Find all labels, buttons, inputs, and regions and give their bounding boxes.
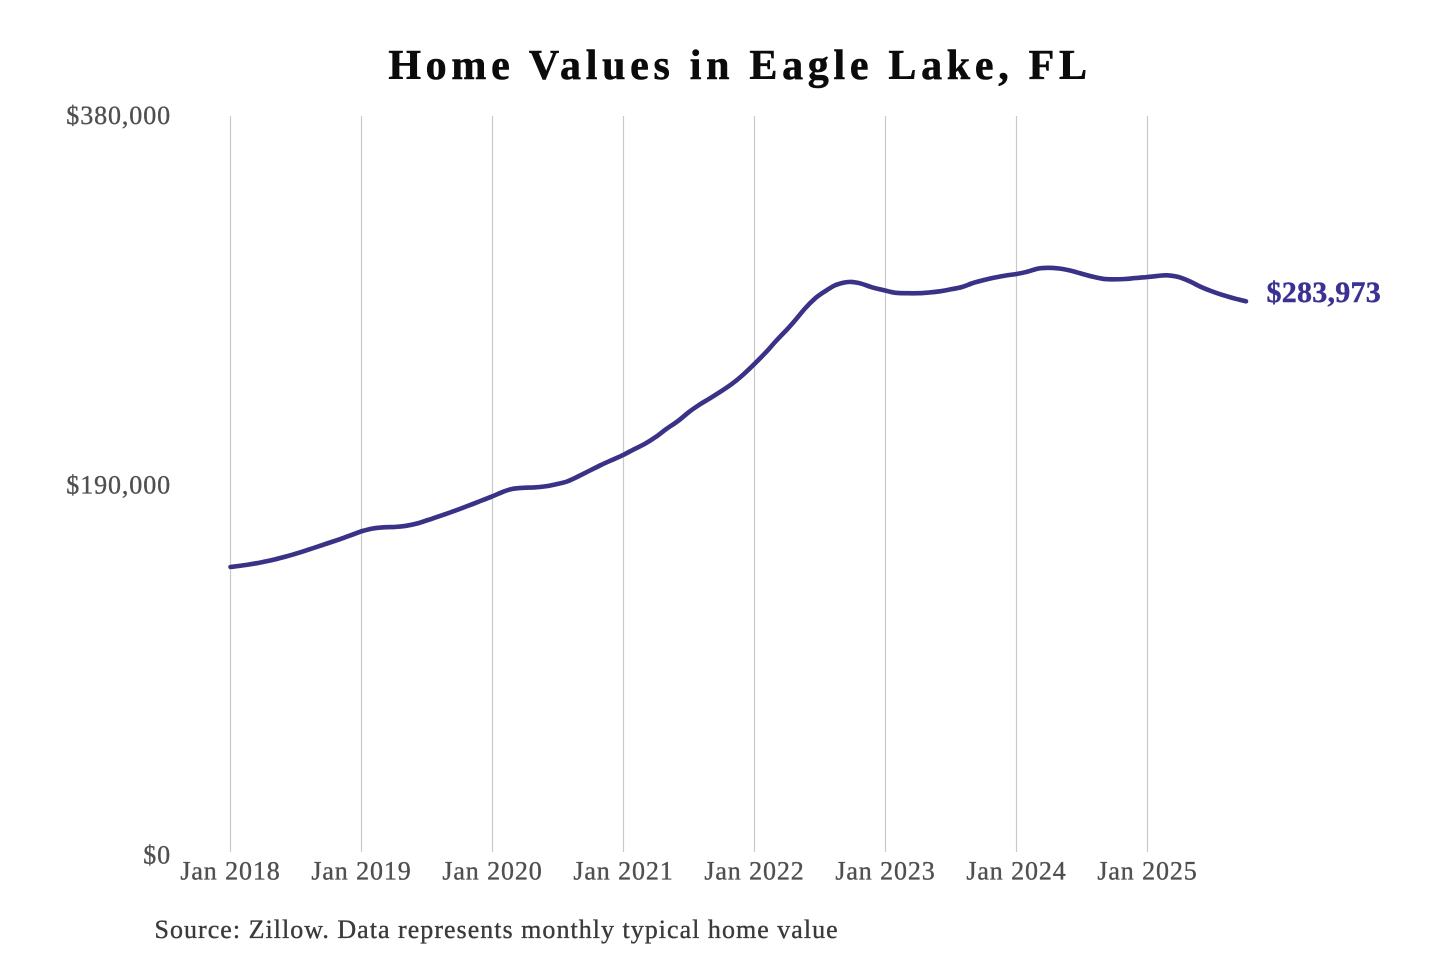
svg-text:Home Values in Eagle Lake, FL: Home Values in Eagle Lake, FL: [388, 43, 1091, 89]
svg-text:Jan 2018: Jan 2018: [180, 857, 280, 886]
svg-text:$380,000: $380,000: [66, 101, 171, 130]
svg-text:Jan 2023: Jan 2023: [835, 857, 935, 886]
svg-text:Source: Zillow. Data represent: Source: Zillow. Data represents monthly …: [155, 915, 839, 944]
svg-text:Jan 2025: Jan 2025: [1097, 857, 1197, 886]
svg-text:$0: $0: [143, 841, 171, 870]
svg-text:$283,973: $283,973: [1267, 276, 1382, 309]
svg-text:Jan 2024: Jan 2024: [966, 857, 1066, 886]
svg-text:Jan 2022: Jan 2022: [704, 857, 804, 886]
svg-text:Jan 2019: Jan 2019: [311, 857, 411, 886]
svg-text:Jan 2021: Jan 2021: [573, 857, 673, 886]
svg-text:$190,000: $190,000: [66, 471, 171, 500]
svg-text:Jan 2020: Jan 2020: [442, 857, 542, 886]
